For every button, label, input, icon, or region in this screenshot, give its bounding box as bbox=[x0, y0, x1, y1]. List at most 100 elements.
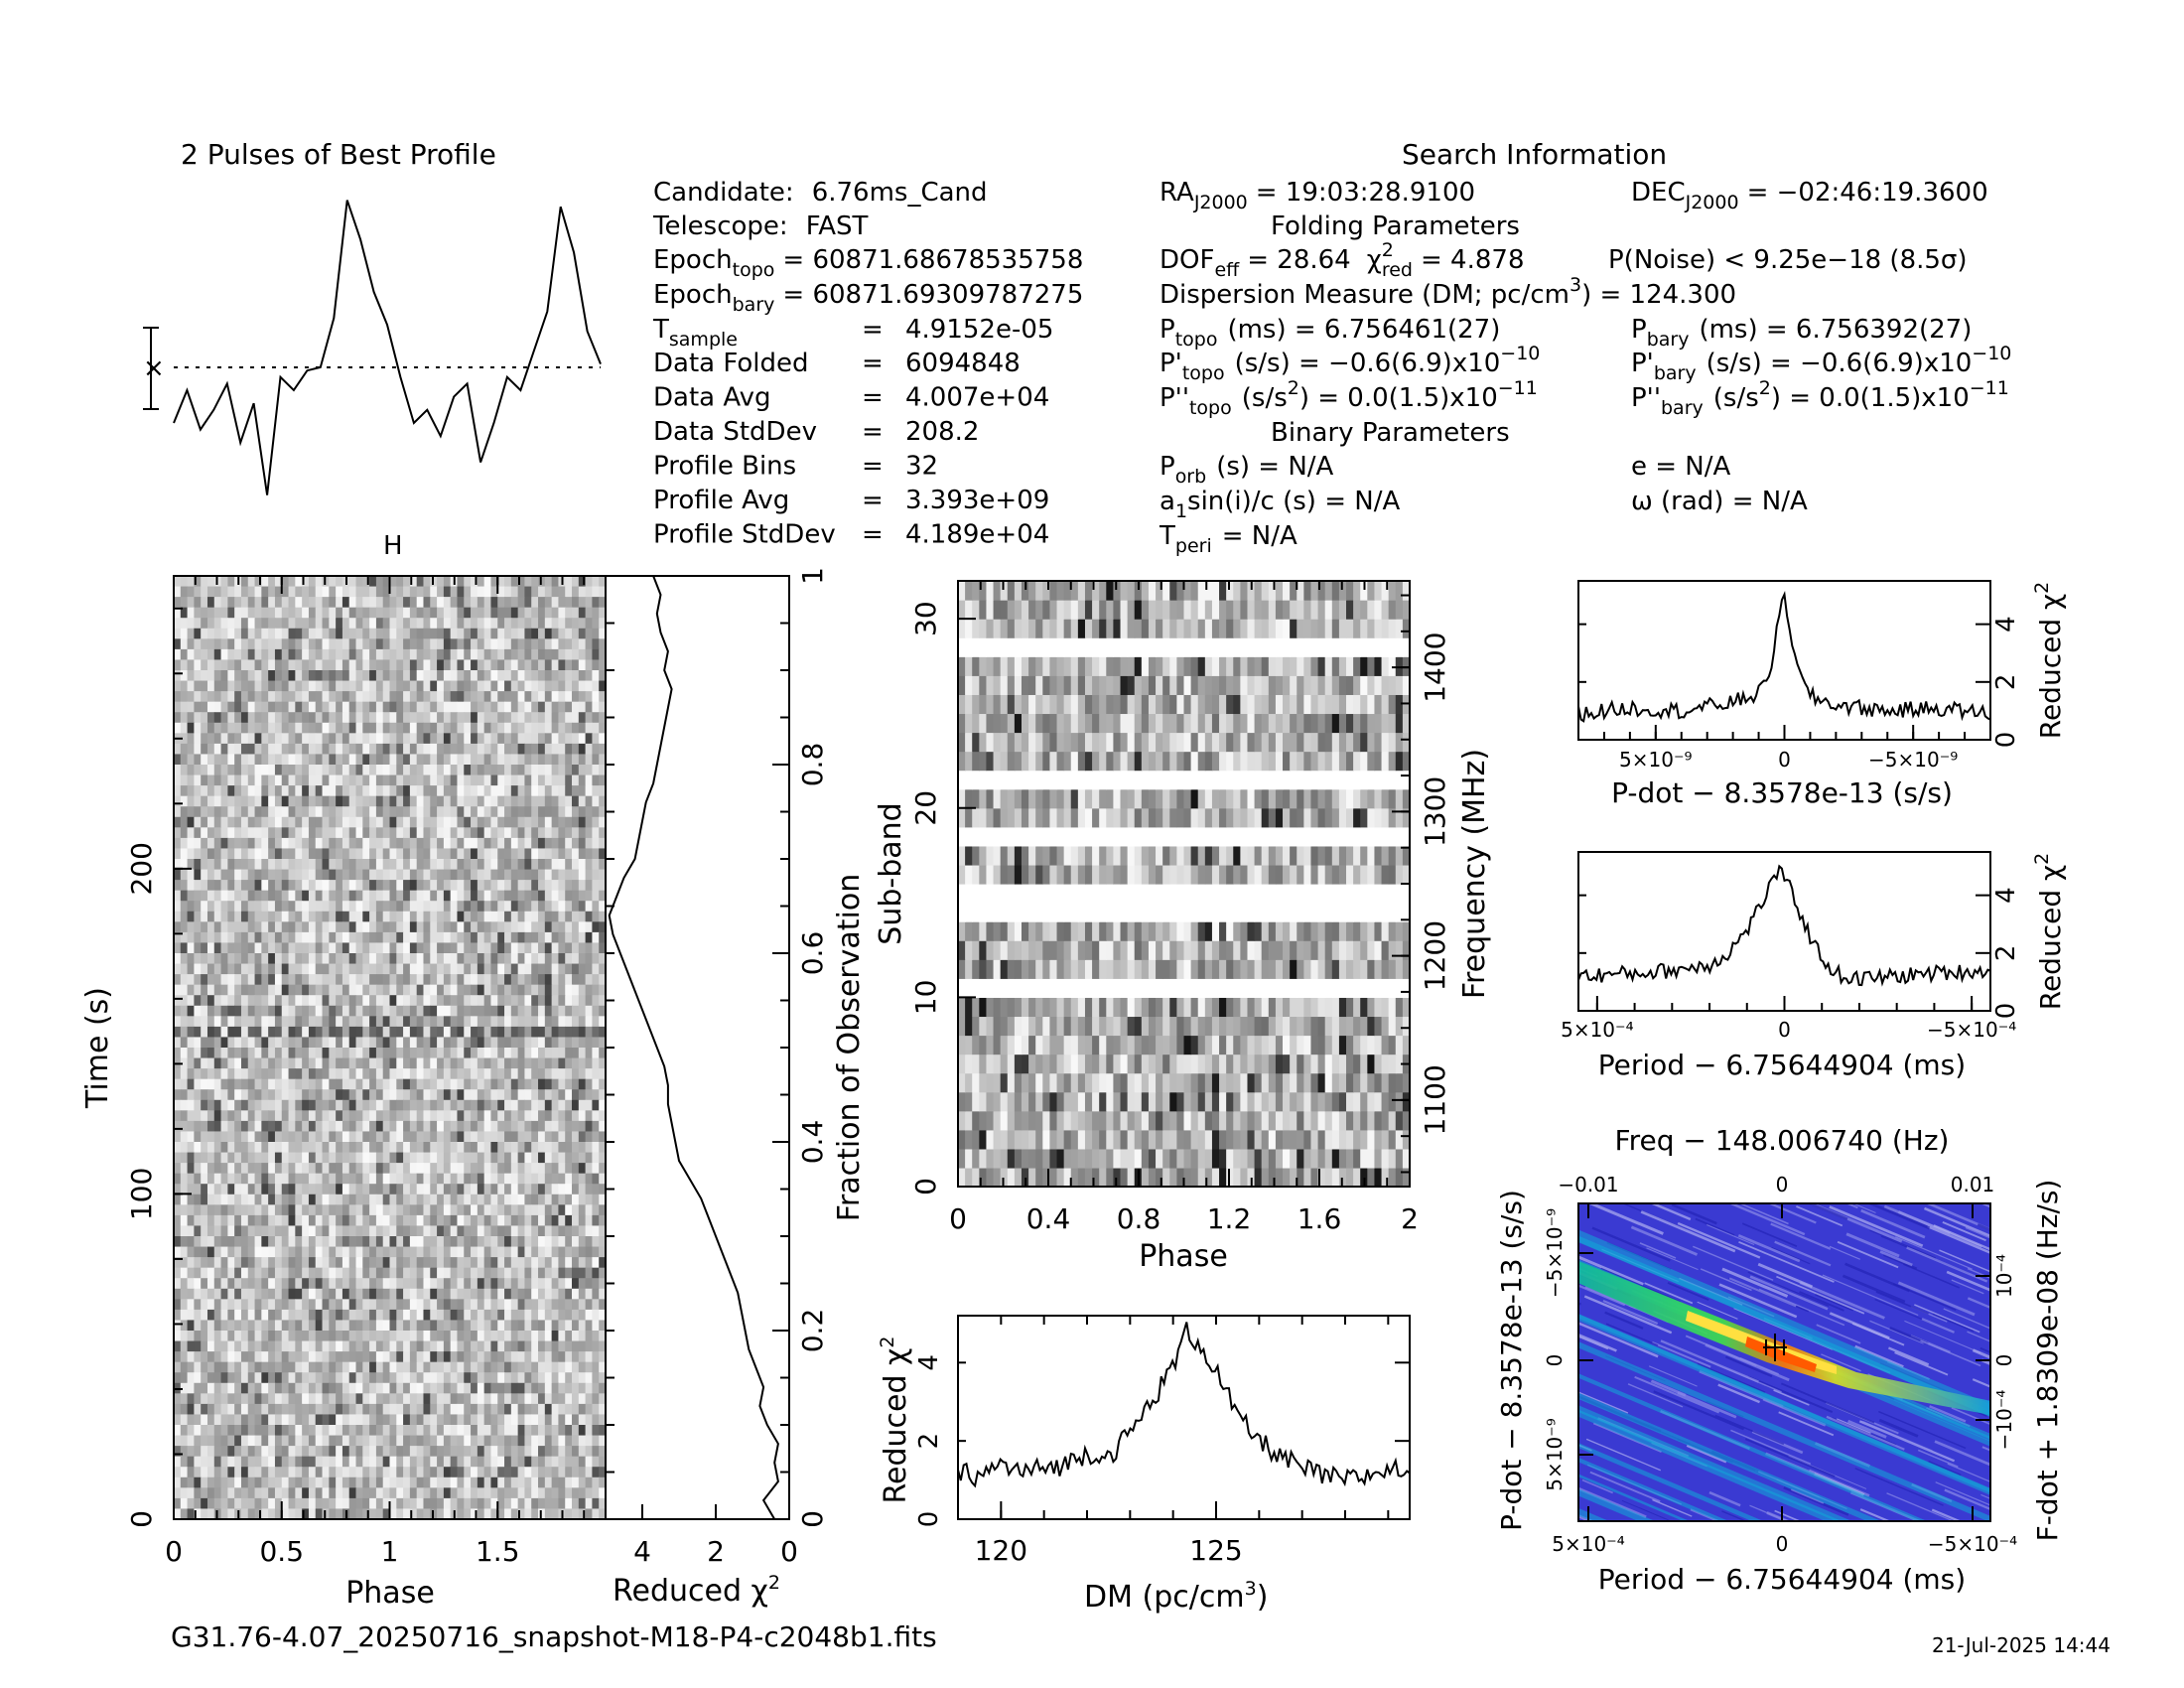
tick-label: 0 bbox=[1778, 748, 1791, 772]
tick-label: 1.6 bbox=[1297, 1202, 1342, 1235]
profile-curve bbox=[173, 200, 602, 495]
tick-label: 1400 bbox=[1419, 633, 1451, 703]
tick-label: 10⁻⁴ bbox=[1992, 1254, 2016, 1298]
info-row-value: 32 bbox=[905, 452, 938, 482]
info-row-value: 3.393e+09 bbox=[905, 486, 1049, 515]
tick-label: 1.5 bbox=[476, 1535, 520, 1568]
info-row-value: 4.189e+04 bbox=[905, 520, 1049, 550]
info-row-label: Data Folded bbox=[653, 349, 809, 378]
tick-label: −5×10⁻⁹ bbox=[1543, 1208, 1567, 1298]
tick-label: 4 bbox=[1991, 616, 2021, 633]
svg-text:Pbary(ms) = 6.756392(27): Pbary (ms) = 6.756392(27) bbox=[1631, 315, 1972, 351]
tick-label: 5×10⁻⁹ bbox=[1543, 1418, 1567, 1491]
svg-text:P''topo(s/s2) = 0.0(1.5)x10−11: P''topo (s/s2) = 0.0(1.5)x10−11 bbox=[1160, 377, 1538, 419]
svg-text:4.9152e-05: 4.9152e-05 bbox=[905, 315, 1053, 345]
info-row-label: Data Avg bbox=[653, 383, 771, 413]
tick-label: 1100 bbox=[1419, 1064, 1451, 1135]
tick-label: 2 bbox=[1991, 674, 2021, 691]
tick-label: 30 bbox=[909, 601, 942, 636]
tick-label: 0.8 bbox=[1117, 1202, 1161, 1235]
svg-text:=: = bbox=[862, 315, 884, 345]
svg-text:DECJ2000= −02:46:19.3600: DECJ2000 = −02:46:19.3600 bbox=[1631, 178, 1988, 213]
svg-text:RAJ2000= 19:03:28.9100: RAJ2000 = 19:03:28.9100 bbox=[1160, 178, 1475, 213]
tick-label: 0 bbox=[125, 1510, 158, 1528]
tick-label: 200 bbox=[125, 842, 158, 895]
tick-label: 125 bbox=[1189, 1534, 1242, 1567]
tick-label: 0 bbox=[1991, 732, 2021, 749]
dm-chi2-curve bbox=[957, 1322, 1411, 1488]
plane-best-marker bbox=[1763, 1334, 1787, 1361]
tick-label: 0 bbox=[165, 1535, 183, 1568]
tick-label: 0 bbox=[1778, 1018, 1791, 1042]
period-pdot-plane: 5×10⁻⁴ −0.01 0 0 −5×10⁻⁴ 0.01 5×10⁻⁹ 0 −5×10⁻⁹ −1… bbox=[1495, 1124, 2064, 1596]
svg-text:P'topo(s/s) = −0.6(6.9)x10−10: P'topo (s/s) = −0.6(6.9)x10−10 bbox=[1160, 343, 1540, 384]
info-row-label: Profile Bins bbox=[653, 452, 796, 482]
date-label: 21-Jul-2025 14:44 bbox=[1932, 1633, 2111, 1657]
tick-label: 0 bbox=[949, 1202, 967, 1235]
tick-label: 0 bbox=[780, 1535, 798, 1568]
tick-label: −5×10⁻⁴ bbox=[1928, 1532, 2017, 1556]
frequency-axis-label: Frequency (MHz) bbox=[1457, 749, 1492, 999]
info-row-label: Profile StdDev bbox=[653, 520, 836, 550]
svg-text:=: = bbox=[862, 417, 884, 447]
svg-text:Epochbary= 60871.69309787275: Epochbary = 60871.69309787275 bbox=[653, 280, 1083, 316]
svg-text:Ptopo(ms) = 6.756461(27): Ptopo (ms) = 6.756461(27) bbox=[1160, 315, 1500, 351]
tick-label: 4 bbox=[914, 1354, 944, 1371]
svg-text:Epochtopo= 60871.68678535758: Epochtopo = 60871.68678535758 bbox=[653, 245, 1083, 281]
time-axis-label: Time (s) bbox=[80, 987, 115, 1109]
fraction-axis-label: Fraction of Observation bbox=[832, 874, 867, 1221]
tick-label: 20 bbox=[909, 790, 942, 826]
tick-label: 0 bbox=[909, 1178, 942, 1196]
pdot-chi2-curve bbox=[1577, 590, 1991, 723]
svg-text:Candidate:6.76ms_Cand: Candidate: 6.76ms_Cand bbox=[653, 178, 988, 208]
info-row-value: 208.2 bbox=[905, 417, 979, 447]
tick-label: 0 bbox=[1543, 1354, 1567, 1367]
svg-text:×: × bbox=[143, 353, 165, 383]
tick-label: −10⁻⁴ bbox=[1992, 1390, 2016, 1451]
tick-label: 1 bbox=[796, 567, 829, 585]
svg-text:e = N/A: e = N/A bbox=[1631, 452, 1731, 482]
binary-title: Binary Parameters bbox=[1271, 418, 1510, 448]
candidate-info: Candidate: 6.76ms_Cand Telescope: FAST Epo… bbox=[652, 178, 1083, 550]
tick-label: 100 bbox=[125, 1168, 158, 1220]
tick-label: 0 bbox=[1776, 1173, 1789, 1196]
tick-label: 0.4 bbox=[1026, 1202, 1071, 1235]
svg-text:=: = bbox=[862, 486, 884, 515]
tick-label: 0.8 bbox=[796, 743, 829, 787]
tick-label: 5×10⁻⁹ bbox=[1619, 748, 1693, 772]
tick-label: 4 bbox=[633, 1535, 651, 1568]
tick-label: 10 bbox=[909, 980, 942, 1016]
tick-label: 0.5 bbox=[259, 1535, 304, 1568]
svg-text:P'bary(s/s) = −0.6(6.9)x10−10: P'bary (s/s) = −0.6(6.9)x10−10 bbox=[1631, 343, 2011, 384]
svg-text:Tsample: Tsample bbox=[652, 315, 738, 351]
info-row-label: Data StdDev bbox=[653, 417, 817, 447]
profile-panel: × bbox=[143, 200, 602, 495]
profile-errorbar: × bbox=[143, 327, 165, 410]
tick-label: 0.6 bbox=[796, 931, 829, 976]
tick-label: 0 bbox=[1776, 1532, 1789, 1556]
tick-label: 0 bbox=[796, 1510, 829, 1528]
subband-heatmap bbox=[958, 581, 1411, 1188]
svg-text:Dispersion Measure (DM; pc/cm3: Dispersion Measure (DM; pc/cm3) = 124.30… bbox=[1160, 274, 1736, 310]
filename-label: G31.76-4.07_20250716_snapshot-M18-P4-c20… bbox=[171, 1620, 937, 1653]
tick-label: 5×10⁻⁴ bbox=[1552, 1532, 1625, 1556]
folding-info: RAJ2000 = 19:03:28.9100 DECJ2000 = −02:46:… bbox=[1159, 178, 2011, 557]
svg-text:Tperi= N/A: Tperi = N/A bbox=[1159, 521, 1297, 557]
tick-label: 120 bbox=[975, 1534, 1027, 1567]
tick-label: −5×10⁻⁹ bbox=[1868, 748, 1958, 772]
svg-text:ω (rad) = N/A: ω (rad) = N/A bbox=[1631, 487, 1808, 516]
tick-label: 5×10⁻⁴ bbox=[1561, 1018, 1634, 1042]
svg-text:Porb(s) = N/A: Porb (s) = N/A bbox=[1160, 452, 1334, 488]
tick-label: 0 bbox=[1992, 1354, 2016, 1367]
info-row-value: 6094848 bbox=[905, 349, 1021, 378]
subband-axis-label: Sub-band bbox=[874, 802, 908, 944]
tick-label: 1 bbox=[381, 1535, 399, 1568]
chi2-time-curve bbox=[608, 575, 779, 1520]
tick-label: 0.2 bbox=[796, 1309, 829, 1353]
